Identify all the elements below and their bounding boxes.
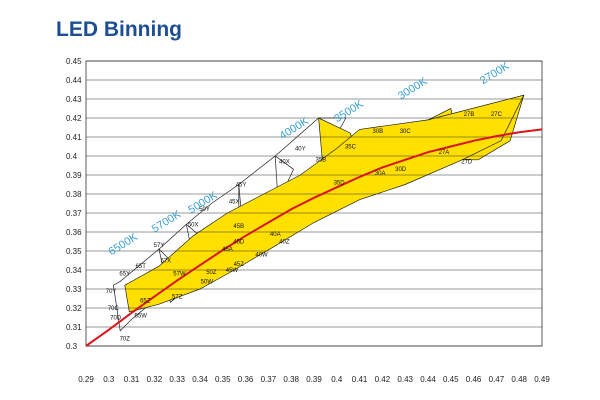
bin-label: 27C	[491, 112, 503, 118]
x-tick-label: 0.42	[375, 375, 391, 384]
x-tick-label: 0.31	[124, 375, 140, 384]
bin-label: 27A	[439, 150, 450, 156]
bin-label: 45D	[233, 239, 245, 245]
bin-region-yellow-band	[124, 94, 525, 313]
bin-label: 50Z	[206, 270, 217, 276]
y-tick-label: 0.37	[66, 209, 82, 218]
bin-label: 35D	[334, 181, 346, 187]
y-tick-label: 0.33	[66, 285, 82, 294]
bin-label: 40Y	[295, 146, 306, 152]
bin-label: 45X	[229, 200, 240, 206]
y-tick-label: 0.31	[66, 323, 82, 332]
cct-label: 6500K	[107, 231, 141, 258]
y-tick-label: 0.35	[66, 247, 82, 256]
y-tick-label: 0.36	[66, 228, 82, 237]
tick-labels: 0.29 0.3 0.31 0.32 0.33 0.34 0.35 0.36 0.37 0.38 0…	[66, 57, 550, 384]
x-tick-label: 0.44	[420, 375, 436, 384]
bin-label: 57W	[173, 272, 186, 278]
y-tick-label: 0.38	[66, 190, 82, 199]
y-tick-label: 0.34	[66, 266, 82, 275]
x-tick-label: 0.49	[534, 375, 550, 384]
x-tick-label: 0.34	[192, 375, 208, 384]
bin-label: 35B	[315, 158, 326, 164]
x-tick-label: 0.38	[283, 375, 299, 384]
y-tick-label: 0.4	[66, 152, 78, 161]
grid	[85, 60, 543, 347]
bin-label: 70D	[110, 315, 122, 321]
bin-label: 57Y	[154, 243, 165, 249]
x-tick-label: 0.41	[352, 375, 368, 384]
x-tick-label: 0.47	[489, 375, 505, 384]
x-tick-label: 0.37	[261, 375, 277, 384]
bin-label: 40X	[279, 160, 290, 166]
bin-label: 27B	[464, 112, 475, 118]
bin-label: 70Z	[120, 336, 131, 342]
bin-label: 45Z	[234, 262, 245, 268]
x-tick-label: 0.35	[215, 375, 231, 384]
x-tick-label: 0.4	[331, 375, 343, 384]
y-tick-label: 0.41	[66, 133, 82, 142]
cct-label: 2700K	[478, 60, 512, 87]
bin-label: 27D	[461, 160, 473, 166]
y-tick-label: 0.42	[66, 114, 82, 123]
bin-label: 70C	[108, 306, 120, 312]
bin-label: 57X	[160, 258, 171, 264]
bin-label: 40W	[255, 253, 268, 259]
bin-label: 65Y	[119, 272, 130, 278]
bin-label: 65T	[136, 264, 147, 270]
cct-label: 3000K	[396, 75, 430, 102]
bin-label: 40Z	[279, 239, 290, 245]
bin-label: 30A	[375, 171, 386, 177]
y-tick-label: 0.45	[66, 57, 82, 66]
x-tick-label: 0.36	[238, 375, 254, 384]
x-tick-label: 0.3	[103, 375, 115, 384]
x-tick-label: 0.43	[397, 375, 413, 384]
locus-lines	[85, 128, 543, 347]
bin-label: 45W	[226, 268, 239, 274]
locus-line-0	[85, 128, 543, 347]
x-tick-label: 0.29	[78, 375, 94, 384]
bin-label: 30C	[400, 129, 412, 135]
chart-title: LED Binning	[56, 18, 182, 41]
x-tick-label: 0.48	[511, 375, 527, 384]
bin-labels: 70Y 70C 70D 70Z 65Y 65T 65W 65Z 57Y 57X 57Z 57W 50X 5…	[106, 112, 503, 342]
bin-label: 65Z	[140, 298, 151, 304]
bin-label: 57Z	[172, 295, 183, 301]
bin-label: 30B	[372, 129, 383, 135]
bin-label: 50W	[201, 279, 214, 285]
cct-label: 3500K	[332, 98, 366, 125]
bin-label: 45Y	[236, 182, 247, 188]
bin-label: 45A	[222, 247, 233, 253]
y-tick-label: 0.43	[66, 95, 82, 104]
bin-label: 65W	[135, 314, 148, 320]
x-tick-label: 0.46	[466, 375, 482, 384]
bin-label: 30D	[395, 167, 407, 173]
x-tick-label: 0.32	[147, 375, 163, 384]
bin-label: 50X	[188, 222, 199, 228]
y-tick-label: 0.32	[66, 304, 82, 313]
bin-label: 50Y	[199, 207, 210, 213]
x-tick-label: 0.45	[443, 375, 459, 384]
bin-label: 70Y	[106, 289, 117, 295]
y-tick-label: 0.39	[66, 171, 82, 180]
bin-label: 45B	[233, 224, 244, 230]
y-tick-label: 0.3	[66, 342, 78, 351]
x-tick-label: 0.33	[169, 375, 185, 384]
bin-label: 35C	[345, 144, 357, 150]
y-tick-label: 0.44	[66, 76, 82, 85]
x-tick-label: 0.39	[306, 375, 322, 384]
bin-label: 40A	[270, 232, 281, 238]
